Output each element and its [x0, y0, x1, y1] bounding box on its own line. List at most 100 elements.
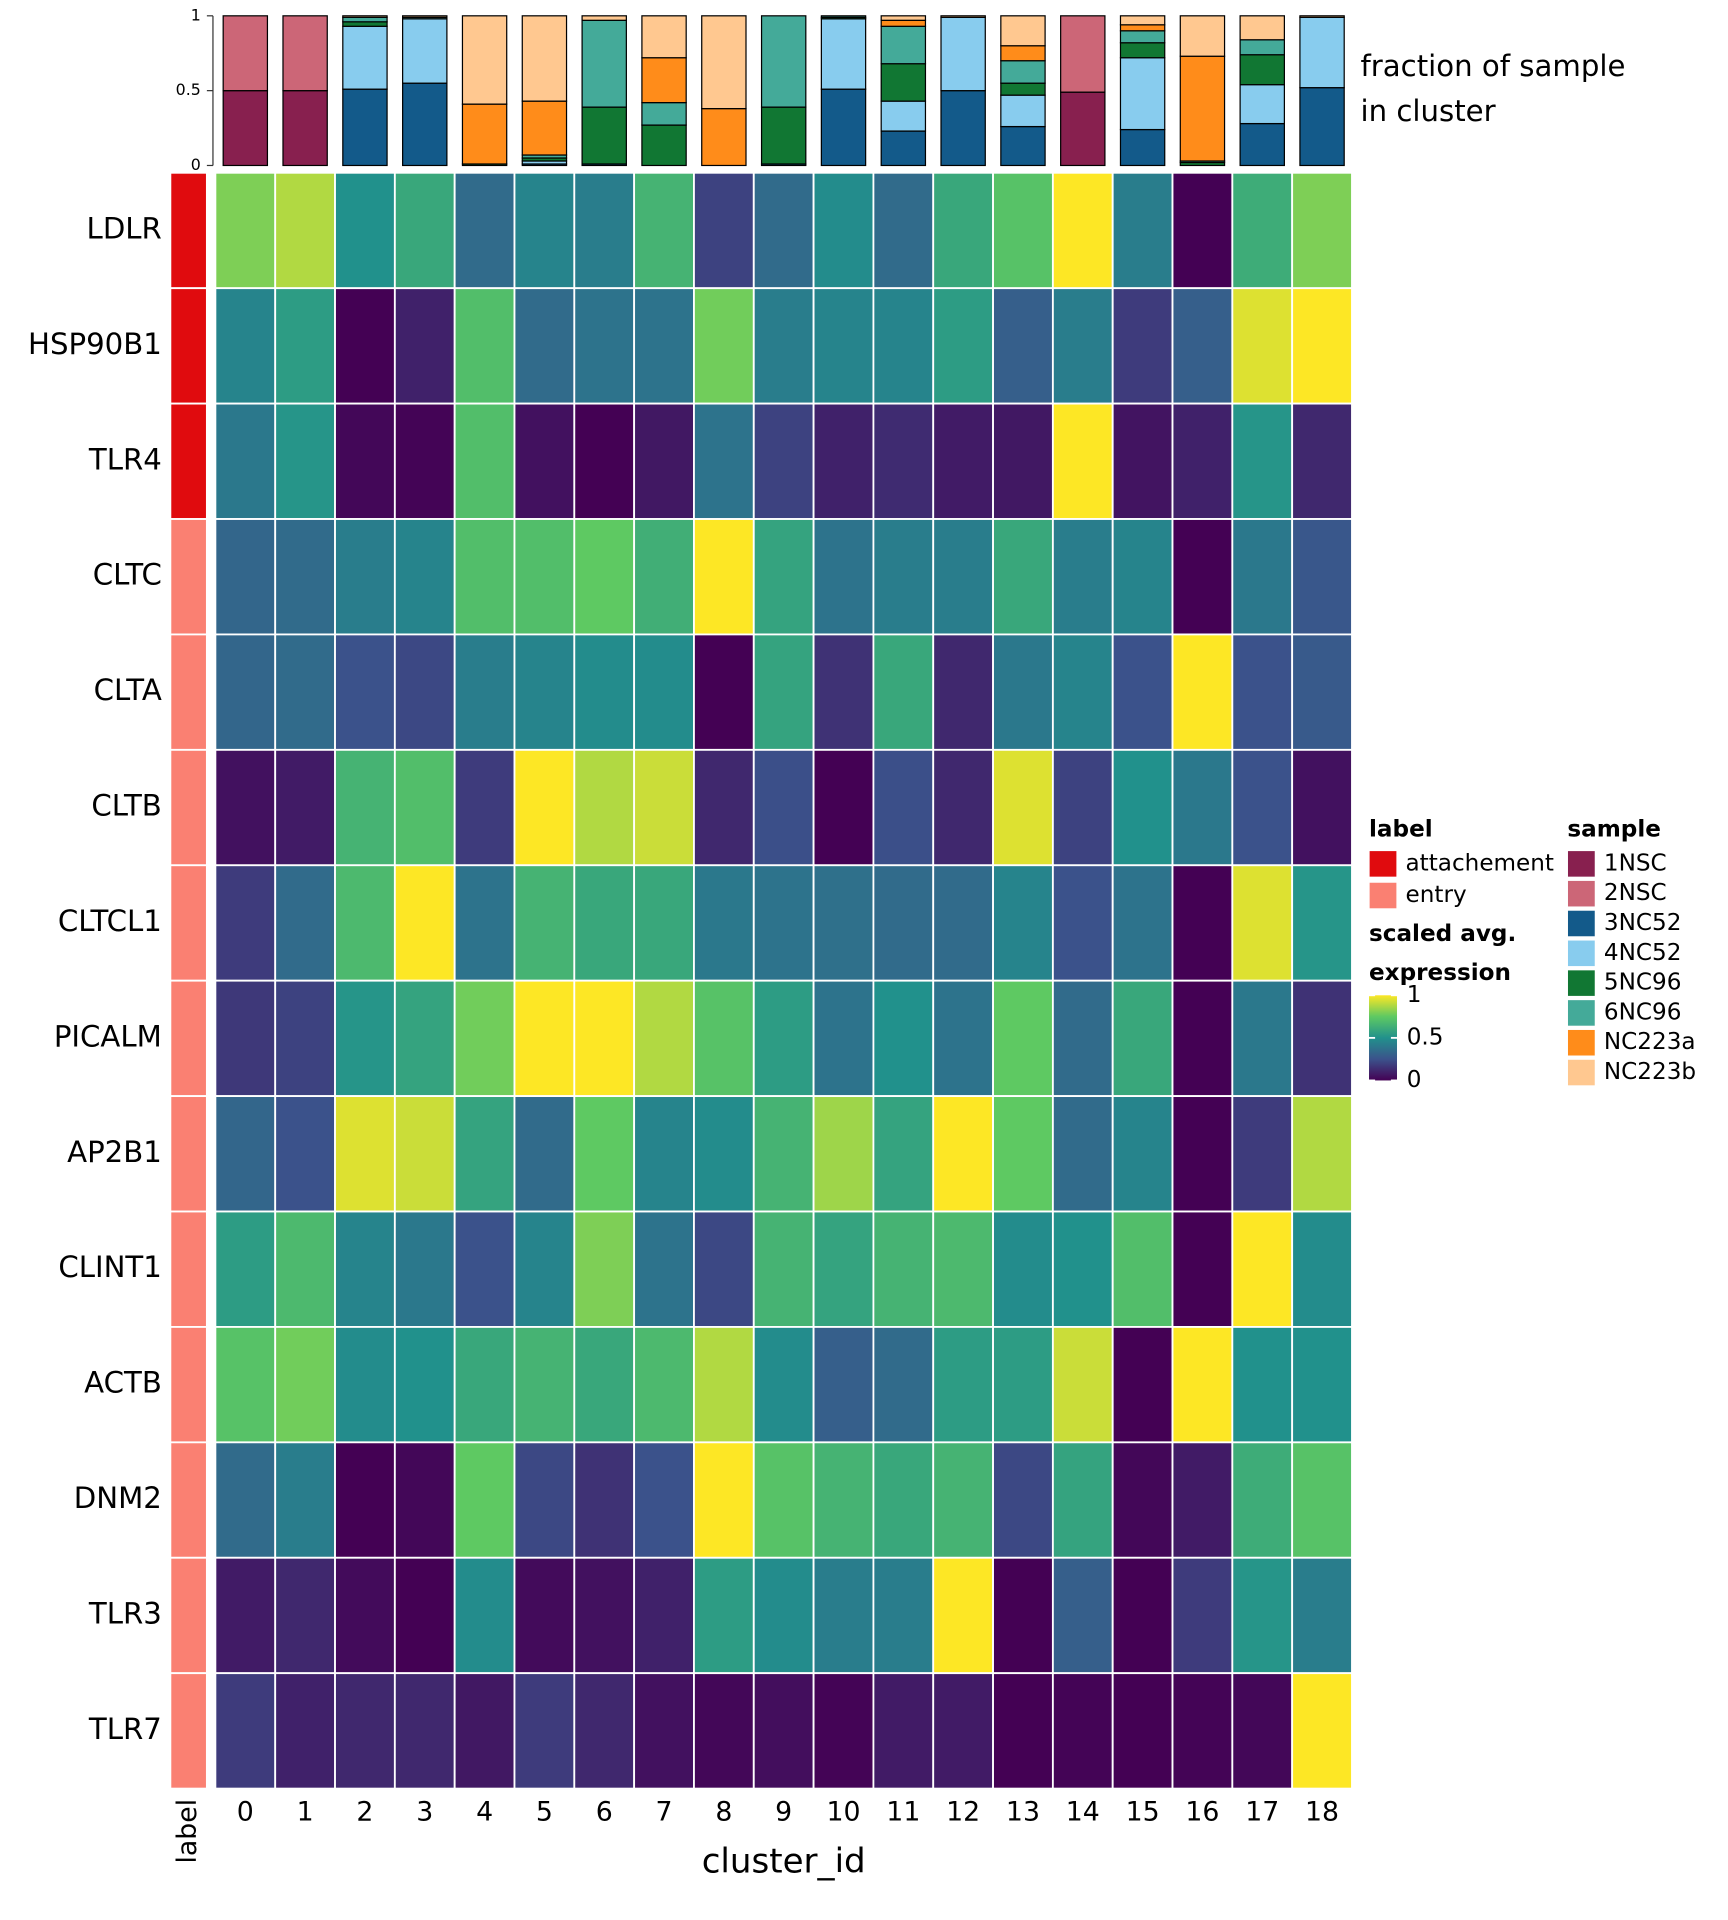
bar-segment [402, 82, 448, 167]
heatmap-cell [573, 633, 636, 751]
heatmap-cell [453, 518, 516, 636]
heatmap-cell [1171, 1441, 1234, 1559]
heatmap-cell [1291, 1556, 1353, 1675]
bar-segment [342, 21, 388, 27]
heatmap-cell [633, 171, 695, 290]
heatmap-cell [1111, 171, 1174, 290]
heatmap-cell [752, 402, 815, 520]
bar-segment [581, 19, 627, 108]
heatmap-cell [752, 1326, 815, 1444]
x-tick-label: 1 [297, 1796, 314, 1827]
legend-label: 5NC96 [1604, 970, 1682, 996]
heatmap-cell [633, 979, 695, 1098]
heatmap-cell [513, 1556, 576, 1675]
heatmap-cell [573, 402, 636, 520]
bar-segment [461, 103, 508, 165]
heatmap-cell [1231, 1210, 1294, 1328]
heatmap-cell [992, 171, 1054, 290]
legend-swatch [1566, 1058, 1596, 1087]
heatmap-cell [1051, 171, 1114, 290]
legend-label: 3NC52 [1604, 910, 1682, 936]
bar-segment [1119, 15, 1166, 26]
bar-segment [880, 100, 927, 132]
x-tick-label: 17 [1245, 1796, 1279, 1827]
heatmap-cell [1171, 979, 1234, 1098]
heatmap-cell [752, 171, 815, 290]
heatmap-cell [334, 748, 396, 867]
bar-segment [1179, 15, 1226, 57]
heatmap-cell [812, 1441, 875, 1559]
heatmap-cell [872, 402, 935, 520]
heatmap-cell [1291, 748, 1353, 867]
row-annotation [169, 1095, 208, 1213]
legend-label: 6NC96 [1604, 999, 1682, 1025]
heatmap-cell [812, 1210, 875, 1328]
heatmap-cell [334, 1095, 396, 1213]
legend-swatch [1566, 909, 1596, 938]
heatmap-cell [992, 979, 1054, 1098]
heatmap-cell [573, 748, 636, 867]
y-tick-label: 1 [191, 5, 201, 24]
heatmap-cell [573, 1556, 636, 1675]
x-tick-label: 11 [886, 1796, 920, 1827]
colorbar-tick-label: 0 [1407, 1067, 1422, 1093]
bar-segment [1060, 91, 1106, 167]
heatmap-cell [573, 171, 636, 290]
heatmap-cell [1051, 633, 1114, 751]
heatmap-cell [393, 1672, 456, 1790]
heatmap-cell [1231, 633, 1294, 751]
row-label: TLR4 [88, 442, 162, 476]
heatmap-cell [992, 633, 1054, 751]
heatmap-cell [274, 1326, 336, 1444]
heatmap-cell [693, 1556, 755, 1675]
heatmap-cell [812, 402, 875, 520]
heatmap-cell [214, 633, 277, 751]
heatmap-cell [274, 1095, 336, 1213]
colorbar-title: scaled avg. [1369, 921, 1516, 947]
heatmap-cell [932, 1556, 994, 1675]
heatmap-cell [633, 864, 695, 982]
heatmap-cell [393, 171, 456, 290]
bar-segment [880, 130, 927, 167]
heatmap-cell [1111, 402, 1174, 520]
row-annotation [169, 1556, 208, 1675]
heatmap-cell [214, 287, 277, 405]
heatmap-cell [334, 1556, 396, 1675]
heatmap-cell [214, 1556, 277, 1675]
heatmap-cell [214, 979, 277, 1098]
heatmap-cell [453, 171, 516, 290]
colorbar-title: expression [1369, 960, 1511, 986]
heatmap-cell [214, 518, 277, 636]
heatmap-cell [872, 864, 935, 982]
legend-label: NC223a [1604, 1029, 1696, 1055]
heatmap-cell [932, 402, 994, 520]
row-annotation [169, 1210, 208, 1328]
heatmap-cell [992, 287, 1054, 405]
bar-segment [1119, 24, 1166, 32]
row-annotation [169, 1672, 208, 1790]
bar-segment [1000, 45, 1046, 62]
heatmap-cell [812, 633, 875, 751]
bar-segment [1239, 39, 1285, 56]
row-label: ACTB [84, 1366, 162, 1400]
heatmap-cell [453, 287, 516, 405]
heatmap-cell [274, 1441, 336, 1559]
heatmap-cell [1291, 633, 1353, 751]
bar-segment [282, 15, 328, 92]
heatmap-cell [334, 633, 396, 751]
heatmap-cell [992, 518, 1054, 636]
heatmap-cell [513, 287, 576, 405]
heatmap-cell [393, 864, 456, 982]
heatmap-cell [872, 1210, 935, 1328]
bar-segment [1299, 16, 1345, 89]
heatmap-cell [453, 1095, 516, 1213]
heatmap-cell [1291, 1672, 1353, 1790]
heatmap-cell [1291, 1441, 1353, 1559]
heatmap-cell [992, 748, 1054, 867]
heatmap-cell [633, 1672, 695, 1790]
row-label: CLTCL1 [58, 904, 162, 938]
bar-segment [880, 25, 927, 65]
heatmap-cell [932, 1326, 994, 1444]
chart-title: fraction of sample [1360, 49, 1625, 83]
heatmap-cell [334, 864, 396, 982]
